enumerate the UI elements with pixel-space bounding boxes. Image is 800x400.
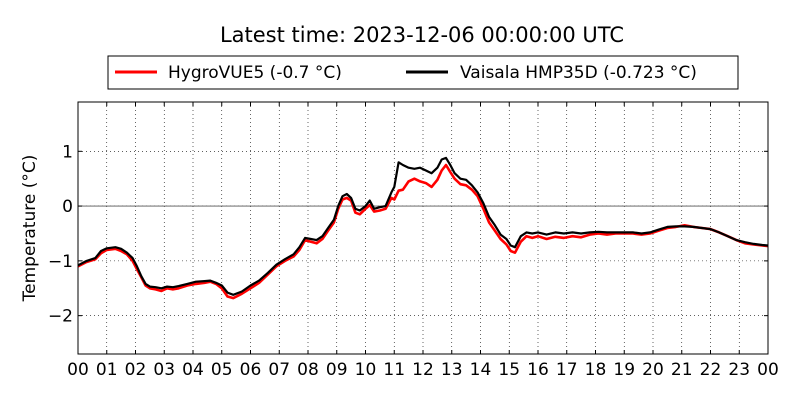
x-tick-label: 22 [700,360,722,380]
x-tick-label: 19 [613,360,635,380]
x-tick-label: 07 [268,360,290,380]
x-tick-label: 17 [556,360,578,380]
x-tick-label: 21 [671,360,693,380]
x-tick-label: 01 [96,360,118,380]
x-tick-label: 09 [326,360,348,380]
x-tick-label: 11 [383,360,405,380]
x-tick-label: 06 [240,360,262,380]
x-tick-label: 14 [470,360,492,380]
x-tick-label: 02 [125,360,147,380]
x-tick-label: 12 [412,360,434,380]
series-line-vaisala [77,156,769,296]
x-tick-label: 10 [355,360,377,380]
x-tick-label: 08 [297,360,319,380]
x-tick-label: 15 [498,360,520,380]
legend: HygroVUE5 (-0.7 °C) Vaisala HMP35D (-0.7… [107,55,739,90]
y-tick-label: −1 [48,252,73,272]
legend-label-hygrovue5: HygroVUE5 (-0.7 °C) [168,63,342,83]
y-tick-label: 0 [62,197,73,217]
y-axis-label: Temperature (°C) [20,155,40,303]
x-tick-label: 18 [585,360,607,380]
legend-label-vaisala: Vaisala HMP35D (-0.723 °C) [460,63,697,83]
y-tick-label: −2 [48,307,73,327]
x-tick-label: 23 [728,360,750,380]
series-lines [77,156,769,300]
x-tick-label: 05 [211,360,233,380]
x-tick-label: 00 [67,360,89,380]
x-axis-ticks: 00 01 02 03 04 05 06 07 08 09 10 11 12 13 14 15 16 17 18 19… [67,102,779,380]
y-axis-ticks: 1 0 −1 −2 [48,142,768,327]
x-tick-label: 13 [441,360,463,380]
y-tick-label: 1 [62,142,73,162]
x-tick-label: 20 [642,360,664,380]
x-tick-label: 03 [153,360,175,380]
x-tick-label: 00 [757,360,779,380]
x-tick-label: 16 [527,360,549,380]
chart-title: Latest time: 2023-12-06 00:00:00 UTC [220,23,624,47]
x-tick-label: 04 [182,360,204,380]
